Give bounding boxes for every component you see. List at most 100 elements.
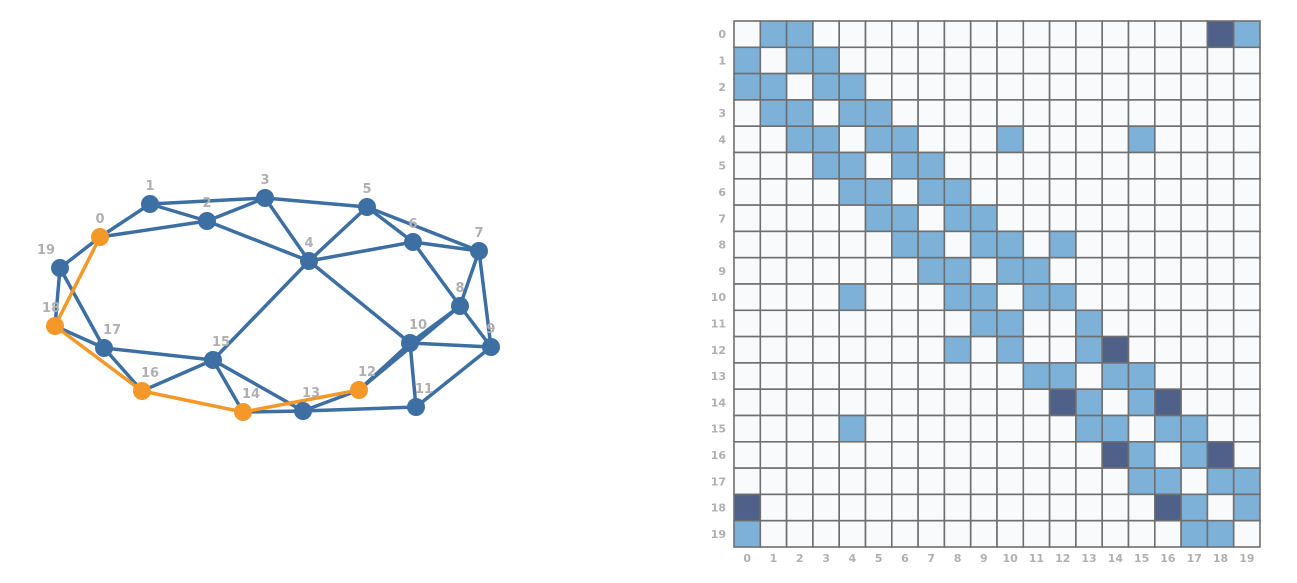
matrix-cell [1127, 309, 1156, 338]
matrix-cell [1154, 230, 1182, 259]
matrix-cell [1048, 335, 1077, 364]
node-label: 7 [474, 226, 483, 241]
matrix-cell [917, 388, 946, 417]
matrix-cell [1022, 46, 1051, 75]
matrix-col-label: 14 [1108, 552, 1124, 565]
matrix-cell-edge [1232, 467, 1261, 496]
matrix-cell [969, 46, 998, 75]
matrix-cell [996, 519, 1025, 548]
matrix-cell [917, 99, 946, 128]
matrix-cell [1180, 125, 1209, 154]
node-label: 1 [145, 179, 154, 194]
node-label: 18 [42, 301, 60, 316]
matrix-cell [733, 256, 762, 285]
matrix-cell [759, 309, 788, 338]
matrix-cell [1048, 256, 1077, 285]
matrix-cell [1022, 151, 1051, 180]
matrix-cell [996, 178, 1025, 206]
matrix-cell [864, 519, 893, 548]
matrix-cells [733, 20, 1261, 548]
matrix-cell [1101, 151, 1130, 180]
matrix-cell [759, 414, 788, 443]
matrix-cell [733, 99, 762, 128]
matrix-cell [1022, 440, 1051, 469]
matrix-cell-edge [864, 99, 893, 128]
matrix-cell-edge [1180, 414, 1209, 443]
graph-node [234, 403, 252, 421]
matrix-cell [1048, 519, 1077, 548]
matrix-cell [864, 20, 893, 49]
matrix-cell [890, 20, 919, 49]
matrix-cell [838, 467, 867, 496]
matrix-cell-edge [917, 230, 946, 259]
matrix-cell [1232, 46, 1261, 75]
matrix-cell [1127, 256, 1156, 285]
matrix-cell [812, 467, 841, 496]
matrix-cell [1232, 309, 1261, 338]
matrix-row-label: 14 [711, 396, 727, 409]
matrix-cell [1022, 230, 1051, 259]
graph-edge [205, 196, 267, 223]
matrix-cell [759, 46, 788, 75]
matrix-cell-edge [1232, 493, 1261, 522]
matrix-row-label: 6 [718, 186, 726, 199]
matrix-cell [1154, 151, 1182, 180]
matrix-cell [759, 467, 788, 496]
matrix-col-label: 0 [743, 552, 751, 565]
graph-node [141, 195, 159, 213]
matrix-cell [1206, 309, 1235, 338]
matrix-col-label: 11 [1029, 552, 1044, 565]
graph-edge [414, 345, 493, 409]
matrix-cell-edge [838, 283, 867, 312]
matrix-cell [1154, 20, 1182, 49]
matrix-cell-edge [812, 125, 841, 154]
matrix-cell [1206, 335, 1235, 364]
matrix-cell [969, 414, 998, 443]
graph-node [204, 351, 222, 369]
matrix-cell [943, 467, 972, 496]
matrix-cell [864, 440, 893, 469]
matrix-cell [1127, 414, 1156, 443]
graph-edge [458, 249, 481, 308]
matrix-cell-edge [943, 256, 972, 285]
matrix-cell [838, 362, 867, 390]
matrix-cell [1075, 362, 1104, 390]
matrix-cell-edge [917, 151, 946, 180]
matrix-cell-edge [1127, 125, 1156, 154]
matrix-cell [838, 493, 867, 522]
matrix-cell-edge [812, 72, 841, 101]
graph-node [300, 252, 318, 270]
matrix-cell-edge [812, 46, 841, 75]
matrix-cell [917, 414, 946, 443]
matrix-cell [1075, 283, 1104, 312]
matrix-cell-edge [969, 204, 998, 233]
matrix-cell [996, 362, 1025, 390]
matrix-cell [759, 230, 788, 259]
highlighted-path-edge [140, 389, 245, 414]
matrix-cell [1101, 519, 1130, 548]
matrix-cell [1101, 230, 1130, 259]
matrix-cell [812, 362, 841, 390]
graph-node [350, 381, 368, 399]
matrix-cell [1206, 46, 1235, 75]
matrix-cell-edge [864, 125, 893, 154]
matrix-cell [1232, 72, 1261, 101]
matrix-cell [1075, 46, 1104, 75]
matrix-cell-edge [890, 125, 919, 154]
graph-node [451, 297, 469, 315]
graph-edge [102, 346, 215, 362]
matrix-cell [1154, 440, 1182, 469]
matrix-cell [1232, 388, 1261, 417]
matrix-row-label: 10 [711, 291, 727, 304]
matrix-cell [759, 440, 788, 469]
matrix-cell [917, 362, 946, 390]
matrix-cell [785, 519, 814, 548]
matrix-cell [812, 99, 841, 128]
matrix-cell [1022, 335, 1051, 364]
matrix-cell [1180, 178, 1209, 206]
matrix-cell [996, 99, 1025, 128]
matrix-row-label: 4 [718, 133, 726, 146]
matrix-col-label: 8 [954, 552, 962, 565]
matrix-cell [996, 414, 1025, 443]
